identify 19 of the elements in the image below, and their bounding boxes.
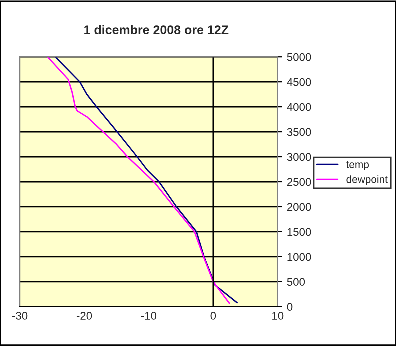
y-tick-label: 4500 [287, 78, 312, 86]
y-tick-label: 1500 [288, 228, 312, 236]
x-tick-label: -20 [76, 312, 92, 320]
y-tick-label: 2000 [287, 203, 312, 212]
y-tick-label: 3500 [287, 128, 312, 136]
y-tick-label: 4000 [287, 103, 312, 112]
legend-label: dewpoint [346, 176, 388, 186]
legend-label: temp [346, 162, 369, 170]
y-tick-label: 5000 [287, 53, 312, 62]
x-tick-label: -30 [12, 312, 28, 320]
x-tick-label: 0 [210, 312, 216, 320]
y-tick-label: 3000 [287, 153, 312, 162]
y-tick-label: 0 [287, 303, 293, 312]
chart-title: 1 dicembre 2008 ore 12Z [84, 25, 229, 34]
y-tick-label: 1000 [288, 253, 312, 262]
y-tick-label: 500 [287, 278, 306, 286]
x-tick-label: 10 [272, 312, 284, 320]
y-tick-label: 2500 [287, 178, 312, 186]
x-tick-label: -10 [141, 312, 157, 320]
